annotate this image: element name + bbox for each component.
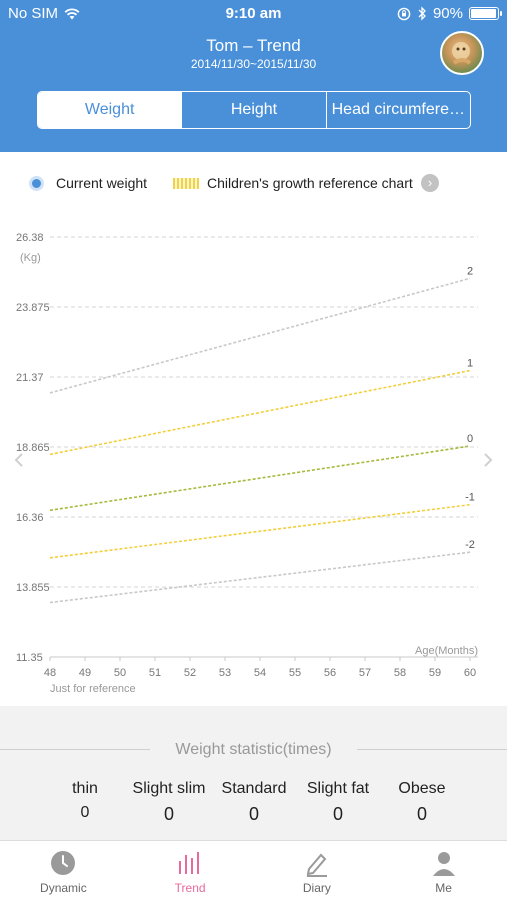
date-range: 2014/11/30~2015/11/30 [190,57,317,71]
x-tick-label: 58 [394,667,406,679]
nav-trend[interactable]: Trend [127,841,254,900]
x-tick-label: 48 [44,667,56,679]
stat-obese: Obese 0 [398,780,446,824]
bar-chart-icon [179,852,200,874]
weight-statistics: Weight statistic(times) thin 0 Slight sl… [0,706,507,840]
series-label--2: -2 [465,539,475,551]
tab-height[interactable]: Height [181,92,325,128]
person-icon [432,852,455,876]
statistics-title: Weight statistic(times) [175,741,332,758]
clock-icon [51,851,76,875]
tab-weight[interactable]: Weight [38,92,182,128]
x-tick-label: 56 [324,667,336,679]
pen-icon [306,853,327,877]
wifi-icon [64,7,80,19]
chevron-right-icon[interactable]: › [421,174,439,192]
y-tick-label: 23.875 [16,302,50,314]
series-label-0: 0 [467,433,473,445]
status-time: 9:10 am [225,5,282,22]
series-label--1: -1 [465,492,475,504]
x-tick-label: 49 [79,667,91,679]
chart-legend: Current weight Children's growth referen… [0,170,507,198]
x-tick-label: 57 [359,667,371,679]
legend-reference-chart[interactable]: Children's growth reference chart [207,175,413,191]
y-tick-label: 16.36 [16,512,44,524]
series-label-2: 2 [467,265,473,277]
avatar[interactable] [440,31,484,75]
series-line-2 [49,277,471,394]
y-tick-label: 11.35 [16,652,43,664]
nav-diary[interactable]: Diary [254,841,381,900]
x-tick-label: 54 [254,667,266,679]
series-line-0 [49,445,471,512]
x-tick-label: 53 [219,667,231,679]
nav-me[interactable]: Me [380,841,507,900]
tab-head-circumference[interactable]: Head circumfere… [325,92,470,128]
x-tick-label: 51 [149,667,161,679]
page-title: Tom – Trend [206,36,301,55]
series-line--2 [49,551,471,604]
battery-percent: 90% [432,5,463,22]
status-bar: No SIM 9:10 am 90% [0,0,507,28]
y-tick-label: 26.38 [16,232,44,244]
battery-icon [469,7,502,20]
legend-current-weight: Current weight [56,175,148,191]
x-tick-label: 59 [429,667,441,679]
stat-slight-slim: Slight slim 0 [132,780,206,824]
series-line--1 [49,503,471,559]
y-tick-label: 18.865 [16,442,50,454]
measurement-tabs: Weight Height Head circumfere… [37,91,471,129]
chevron-left-icon[interactable] [14,453,23,467]
series-line-1 [49,369,471,456]
rotation-lock-icon [397,7,411,20]
reference-swatch-icon [173,178,199,189]
y-unit-label: (Kg) [20,252,41,264]
stat-standard: Standard 0 [221,780,287,824]
reference-note: Just for reference [50,683,136,695]
x-axis-label: Age(Months) [415,645,478,657]
x-tick-label: 52 [184,667,196,679]
chevron-right-icon[interactable] [484,453,493,467]
x-tick-label: 50 [114,667,126,679]
stat-slight-fat: Slight fat 0 [306,780,370,824]
chart-canvas: 26.38 23.875 21.37 18.865 16.36 13.855 11.35 4… [14,232,493,695]
app-header: No SIM 9:10 am 90% Tom – Trend 2014/11/3… [0,0,507,152]
y-tick-label: 21.37 [16,372,44,384]
weight-trend-chart: 26.38 23.875 21.37 18.865 16.36 13.855 11.35 4… [0,220,507,700]
x-tick-label: 60 [464,667,476,679]
nav-dynamic[interactable]: Dynamic [0,841,127,900]
current-weight-dot-icon [29,176,44,191]
series-label-1: 1 [467,358,473,370]
stat-thin: thin 0 [72,780,98,821]
bluetooth-icon [418,6,426,21]
y-tick-label: 13.855 [16,582,50,594]
x-tick-label: 55 [289,667,301,679]
carrier-label: No SIM [8,5,59,22]
bottom-nav: Dynamic Trend Diary Me [0,840,507,900]
